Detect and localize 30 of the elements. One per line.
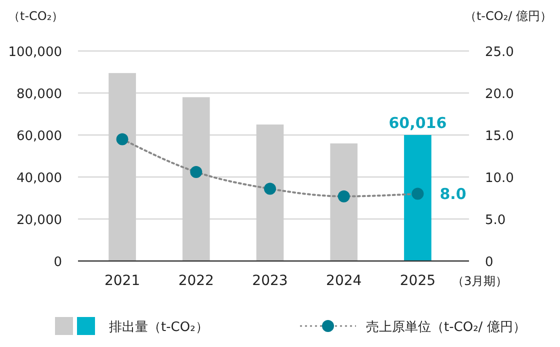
y2-tick-label: 0: [485, 255, 494, 270]
y2-tick-label: 10.0: [485, 171, 514, 186]
y-tick-label: 60,000: [16, 129, 62, 144]
point: [412, 188, 424, 200]
y2-axis-title: （t-CO₂/ 億円）: [464, 9, 552, 23]
legend-label: 売上原単位（t-CO₂/ 億円）: [366, 320, 526, 335]
y-tick-label: 100,000: [8, 45, 62, 60]
x-tick-label: 2023: [252, 273, 288, 289]
y-tick-label: 80,000: [16, 87, 62, 102]
y-tick-label: 20,000: [16, 213, 62, 228]
x-tick-label: 2022: [178, 273, 214, 289]
y2-tick-label: 20.0: [485, 87, 514, 102]
x-axis-title: （3月期）: [452, 274, 508, 288]
bar: [404, 134, 432, 261]
point: [338, 190, 350, 202]
legend-label: 排出量（t-CO₂）: [109, 320, 208, 335]
y-axis-title: （t-CO₂）: [8, 9, 64, 23]
x-tick-label: 2025: [400, 273, 436, 289]
data-label: 8.0: [440, 184, 466, 203]
point: [190, 166, 202, 178]
data-label: 60,016: [388, 114, 447, 132]
point: [264, 182, 276, 195]
y2-tick-label: 25.0: [485, 45, 514, 60]
y2-tick-label: 5.0: [485, 213, 506, 228]
y2-tick-label: 15.0: [485, 129, 514, 144]
y-tick-label: 40,000: [16, 171, 62, 186]
x-tick-label: 2024: [326, 273, 362, 289]
point: [116, 133, 128, 146]
y-tick-label: 0: [54, 255, 62, 270]
x-tick-label: 2021: [104, 273, 140, 289]
